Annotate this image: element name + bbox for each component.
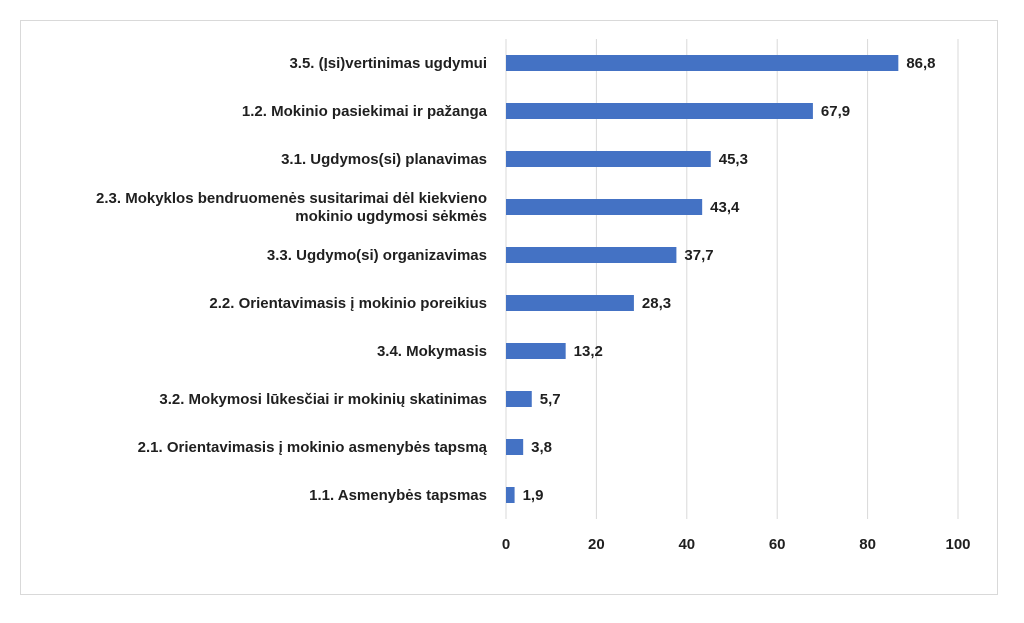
category-label: 2.3. Mokyklos bendruomenės susitarimai d… (96, 190, 487, 207)
x-tick-label: 60 (769, 536, 786, 553)
category-label: 3.4. Mokymasis (377, 343, 487, 360)
x-tick-label: 0 (502, 536, 510, 553)
category-label: 2.1. Orientavimasis į mokinio asmenybės … (138, 439, 488, 456)
bar (506, 247, 677, 263)
x-tick-label: 20 (588, 536, 605, 553)
data-label: 37,7 (684, 247, 713, 264)
category-label: 3.2. Mokymosi lūkesčiai ir mokinių skati… (159, 391, 487, 408)
category-label: 3.3. Ugdymo(si) organizavimas (267, 247, 487, 264)
bar (506, 55, 899, 71)
data-label: 13,2 (574, 343, 603, 360)
x-tick-label: 100 (945, 536, 970, 553)
data-label: 67,9 (821, 103, 850, 120)
bar-chart: 0 20 40 60 80 100 86,8 3.5. (Įsi)vertinimas ugd… (96, 39, 971, 553)
data-label: 45,3 (719, 151, 748, 168)
category-label: 2.2. Orientavimasis į mokinio poreikius (209, 295, 487, 312)
x-tick-label: 40 (678, 536, 695, 553)
data-label: 5,7 (540, 391, 561, 408)
bar (506, 343, 566, 359)
category-label: 1.1. Asmenybės tapsmas (309, 487, 487, 504)
category-label: 3.5. (Įsi)vertinimas ugdymui (289, 55, 487, 72)
bar (506, 295, 634, 311)
bar (506, 199, 703, 215)
data-label: 43,4 (710, 199, 740, 216)
data-label: 1,9 (523, 487, 544, 504)
category-label: 1.2. Mokinio pasiekimai ir pažanga (242, 103, 488, 120)
chart-frame: 0 20 40 60 80 100 86,8 3.5. (Įsi)vertinimas ugd… (20, 20, 998, 595)
data-label: 86,8 (906, 55, 935, 72)
data-label: 3,8 (531, 439, 552, 456)
data-label: 28,3 (642, 295, 671, 312)
bar (506, 103, 813, 119)
category-label: mokinio ugdymosi sėkmės (295, 208, 487, 225)
category-label: 3.1. Ugdymos(si) planavimas (281, 151, 487, 168)
bar (506, 487, 515, 503)
bar (506, 391, 532, 407)
bar (506, 151, 711, 167)
x-tick-label: 80 (859, 536, 876, 553)
bar (506, 439, 524, 455)
